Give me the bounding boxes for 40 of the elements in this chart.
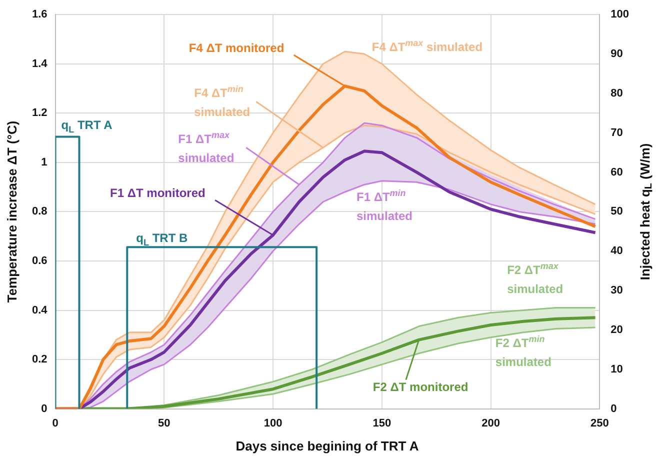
x-tick-label: 50 — [158, 417, 170, 430]
x-axis-title: Days since begining of TRT A — [236, 438, 420, 454]
x-tick-label: 200 — [482, 417, 500, 430]
series-label: F2 ΔT monitored — [372, 379, 468, 396]
text: F4 ΔT$^{min}$ simulated — [194, 84, 250, 120]
text: F4 ΔT monitored — [188, 40, 284, 57]
y2-tick-label: 70 — [610, 126, 623, 139]
y-tick-label: 0.4 — [32, 304, 48, 316]
text: F2 ΔT$^{max}$ simulated — [507, 261, 564, 296]
series-label: q$_{L}$ TRT A — [61, 117, 112, 136]
y2-tick-label: 40 — [610, 245, 623, 258]
y-tick-label: 0.8 — [32, 206, 48, 218]
text: F1 ΔT monitored — [110, 184, 206, 202]
y-tick-label: 1.4 — [32, 58, 48, 70]
y-tick-label: 0.6 — [32, 255, 48, 268]
text: F1 ΔT$^{min}$ simulated — [356, 188, 412, 224]
y-tick-label: 0.2 — [32, 354, 48, 366]
x-tick-label: 150 — [372, 417, 392, 430]
y2-tick-label: 10 — [610, 363, 623, 376]
y2-tick-label: 50 — [610, 206, 623, 218]
y2-tick-label: 20 — [610, 324, 623, 336]
y2-tick-label: 100 — [610, 8, 630, 21]
text: F2 ΔT$^{min}$ simulated — [495, 334, 552, 369]
x-tick-label: 0 — [52, 417, 58, 430]
text: F1 ΔT$^{max}$ simulated — [178, 130, 234, 166]
x-tick-label: 100 — [264, 417, 282, 430]
y2-tick-label: 60 — [610, 166, 623, 178]
y-tick-label: 1 — [41, 156, 48, 168]
y2-axis-title: Injected heat qL (W/m) — [638, 143, 654, 280]
y-tick-label: 1.2 — [32, 107, 48, 120]
y2-tick-label: 80 — [610, 87, 623, 100]
y2-tick-label: 90 — [610, 48, 623, 60]
x-tick-label: 250 — [590, 417, 609, 430]
y-tick-label: 0 — [41, 402, 48, 415]
y2-tick-label: 30 — [610, 284, 623, 297]
series-label: q$_{L}$ TRT B — [136, 230, 188, 248]
y-tick-label: 1.6 — [32, 8, 48, 21]
y-axis-title: Temperature increase ΔT (°C) — [4, 120, 20, 303]
series-label: F4 ΔT$^{max}$ simulated — [372, 38, 483, 56]
y2-tick-label: 0 — [610, 402, 617, 415]
